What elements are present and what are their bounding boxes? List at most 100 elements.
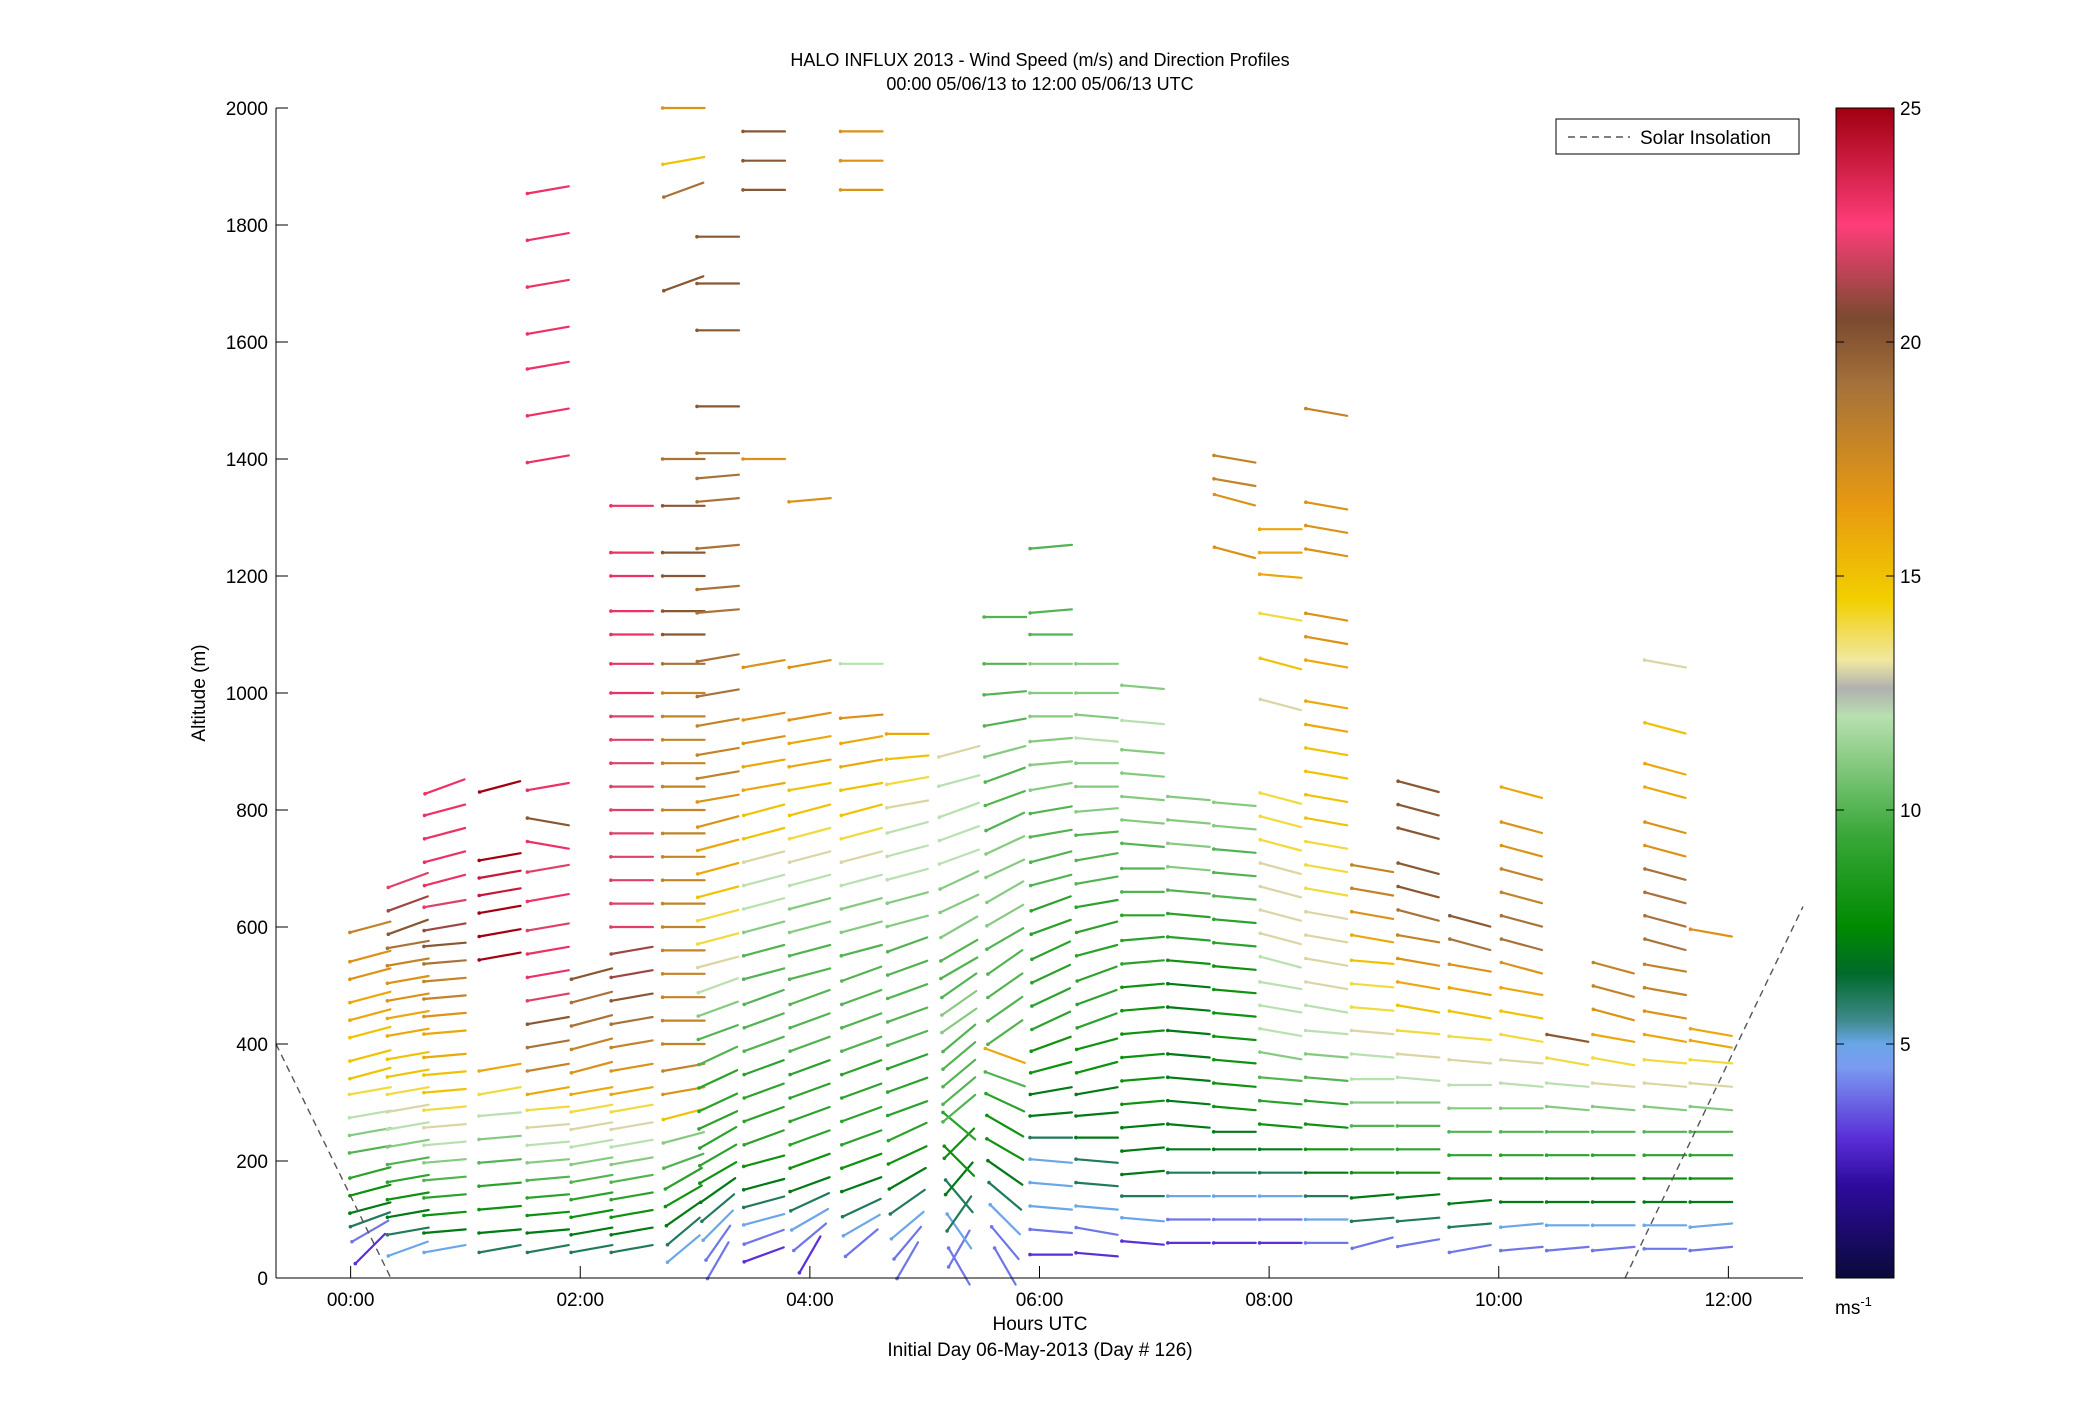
wind-barb-origin (609, 831, 613, 836)
wind-barb-origin (525, 332, 530, 336)
wind-barb (840, 1152, 883, 1170)
wind-barb-origin (1258, 611, 1262, 616)
wind-barb (743, 1246, 785, 1263)
wind-barb (706, 1241, 730, 1280)
wind-barb (1166, 842, 1211, 849)
wind-barb (1500, 844, 1544, 858)
wind-barb-origin (525, 816, 530, 820)
wind-barb (842, 1213, 881, 1237)
wind-barb-origin (696, 1037, 701, 1042)
wind-barb-origin (1120, 866, 1124, 871)
wind-barb (985, 1137, 1025, 1161)
wind-barb-origin (385, 1197, 390, 1202)
wind-barb-origin (348, 977, 352, 981)
wind-barb-origin (1304, 406, 1308, 411)
wind-barb (1028, 543, 1074, 550)
wind-barb (1350, 1193, 1395, 1200)
wind-barb-origin (350, 1239, 354, 1244)
wind-barb (840, 920, 883, 934)
wind-barb (1304, 770, 1349, 780)
wind-barb (610, 1103, 654, 1114)
wind-barb (1304, 1076, 1349, 1083)
wind-barb-origin (983, 755, 987, 759)
wind-barb (798, 1235, 822, 1274)
wind-barb (1304, 1029, 1349, 1036)
wind-barb (1212, 1081, 1257, 1088)
wind-barb-origin (787, 741, 791, 746)
wind-barb (1500, 891, 1544, 905)
wind-barb (1029, 850, 1073, 864)
wind-barb-origin (477, 876, 482, 880)
wind-barb (986, 995, 1024, 1023)
wind-barb (1396, 1216, 1441, 1223)
wind-barb-origin (1028, 546, 1032, 551)
wind-barb (1120, 795, 1165, 802)
wind-barb (1120, 1146, 1165, 1153)
wind-barb-origin (1120, 1032, 1124, 1036)
wind-barb (1166, 1076, 1211, 1083)
wind-barb-origin (525, 460, 530, 465)
wind-barb-origin (1120, 818, 1124, 822)
wind-barb (1499, 1009, 1544, 1020)
wind-barb-origin (660, 855, 665, 859)
wind-barb-origin (695, 281, 699, 286)
wind-barb-origin (697, 1109, 701, 1114)
wind-barb (788, 988, 831, 1006)
wind-barb (1028, 608, 1074, 615)
wind-barb-origin (938, 887, 942, 891)
wind-barb-origin (1028, 1227, 1032, 1232)
wind-barb-origin (662, 1166, 666, 1170)
wind-barb (478, 904, 522, 915)
wind-barb-origin (840, 1072, 844, 1077)
wind-barb (664, 1166, 703, 1191)
x-tick-label: 08:00 (1245, 1290, 1293, 1311)
wind-barb-origin (1028, 1092, 1033, 1097)
wind-barb (423, 826, 467, 840)
wind-barb-origin (1258, 1026, 1262, 1031)
wind-barb (1689, 928, 1733, 938)
wind-barb (697, 1069, 739, 1090)
wind-barb-origin (385, 1162, 390, 1167)
wind-barb-origin (660, 691, 665, 695)
wind-barb (696, 688, 740, 698)
wind-barb-origin (1499, 1057, 1503, 1062)
wind-barb-origin (1212, 453, 1216, 458)
wind-barb-origin (1166, 1122, 1170, 1126)
wind-barb-origin (1447, 985, 1452, 990)
wind-barb (386, 1009, 430, 1020)
wind-barb (696, 770, 740, 780)
wind-barb-origin (1028, 1157, 1032, 1161)
wind-barb-origin (1688, 1104, 1692, 1109)
wind-barb (788, 803, 832, 817)
wind-barb-origin (885, 1043, 890, 1048)
wind-barb (1304, 501, 1349, 511)
wind-barb-origin (1166, 958, 1170, 963)
wind-barb-origin (1258, 884, 1263, 889)
wind-barb (787, 497, 832, 503)
wind-barb-origin (1395, 980, 1400, 984)
wind-barb (1643, 986, 1688, 997)
wind-barb-origin (885, 973, 890, 977)
wind-barb-origin (1258, 814, 1263, 819)
wind-barb (1304, 933, 1349, 944)
wind-barb (1213, 546, 1257, 560)
wind-barb (789, 1191, 831, 1212)
wind-barb (1643, 844, 1687, 858)
wind-barb (1120, 842, 1165, 849)
wind-barb-origin (1544, 1223, 1549, 1228)
wind-barb (943, 1127, 976, 1160)
wind-barb (986, 1159, 1024, 1186)
wind-barb-origin (741, 1164, 746, 1169)
wind-barb-origin (1120, 683, 1124, 688)
wind-barb-origin (1120, 1055, 1124, 1060)
wind-barb-origin (385, 1016, 390, 1021)
wind-barb (1396, 861, 1440, 876)
wind-barb-origin (984, 828, 988, 833)
wind-barb (1448, 986, 1492, 997)
wind-barb-origin (1544, 1130, 1549, 1134)
wind-barb-origin (385, 1215, 390, 1220)
wind-barb-origin (1166, 1075, 1170, 1080)
wind-barb (1499, 1033, 1544, 1043)
wind-barb (477, 1228, 522, 1235)
wind-barb-origin (422, 1178, 426, 1183)
